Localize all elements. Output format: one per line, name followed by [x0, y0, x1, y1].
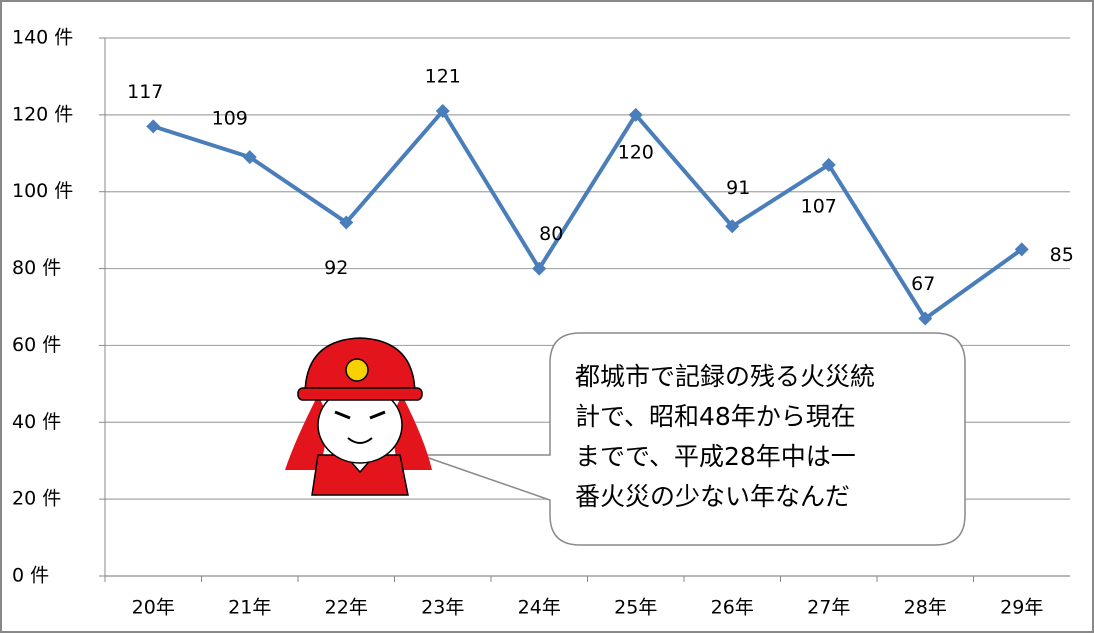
data-point [725, 219, 740, 234]
data-label: 117 [127, 81, 163, 103]
x-tick-label: 27年 [807, 597, 850, 619]
data-point [339, 215, 354, 230]
data-point [821, 157, 836, 172]
y-tick-label: 60 件 [12, 334, 61, 356]
mouth [347, 437, 373, 444]
data-point [435, 104, 450, 119]
x-tick-label: 22年 [325, 597, 368, 619]
y-tick-label: 40 件 [12, 411, 61, 433]
speech-bubble [419, 332, 966, 546]
x-tick-label: 29年 [1000, 597, 1043, 619]
eyes [334, 410, 386, 420]
data-label: 91 [726, 177, 750, 199]
y-tick-label: 0 件 [12, 565, 49, 587]
series-line [152, 109, 1023, 321]
x-tick-label: 26年 [711, 597, 754, 619]
x-tick-label: 25年 [614, 597, 657, 619]
x-tick-label: 20年 [132, 597, 175, 619]
data-point [146, 119, 161, 134]
data-label: 92 [324, 257, 348, 279]
data-label: 120 [618, 141, 654, 163]
callout-text: 計で、昭和48年から現在 [575, 402, 856, 431]
data-point [628, 107, 643, 122]
data-point [242, 150, 257, 165]
firefighter-character [285, 337, 432, 496]
helmet-badge [345, 358, 369, 382]
data-label: 121 [425, 66, 461, 88]
x-tick-label: 28年 [904, 597, 947, 619]
data-label: 109 [212, 108, 248, 130]
data-label: 80 [539, 223, 563, 245]
callout-text: 番火災の少ない年なんだ [575, 482, 850, 511]
bubble-shape [419, 332, 966, 546]
data-label: 67 [911, 273, 935, 295]
y-tick-label: 100 件 [12, 180, 73, 202]
helmet-brim [297, 387, 423, 401]
data-point [918, 311, 933, 326]
x-tick-label: 24年 [518, 597, 561, 619]
callout-text: までで、平成28年中は一 [575, 442, 856, 471]
data-point [532, 261, 547, 276]
x-tick-label: 21年 [228, 597, 271, 619]
data-label: 107 [801, 195, 837, 217]
y-tick-label: 20 件 [12, 488, 61, 510]
callout-text: 都城市で記録の残る火災統 [575, 362, 875, 391]
hair-left [285, 395, 330, 470]
y-tick-label: 120 件 [12, 103, 73, 125]
x-tick-label: 23年 [421, 597, 464, 619]
y-tick-label: 80 件 [12, 257, 61, 279]
data-label: 85 [1050, 244, 1074, 266]
y-tick-label: 140 件 [12, 27, 73, 49]
data-point [1014, 242, 1029, 257]
